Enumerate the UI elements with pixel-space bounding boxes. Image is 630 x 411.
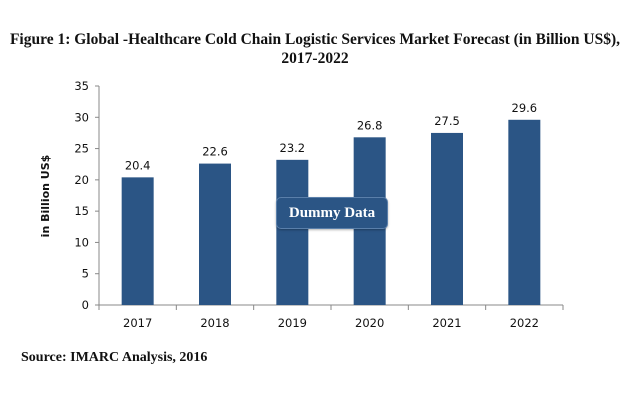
chart-title-line2: 2017-2022 bbox=[281, 50, 349, 67]
bar-2019 bbox=[276, 159, 309, 305]
data-label-2019: 23.2 bbox=[280, 141, 306, 155]
x-tick-label: 2022 bbox=[510, 316, 539, 330]
data-labels: 20.4 22.6 23.2 26.8 27.5 29.6 bbox=[125, 101, 537, 173]
y-tick-label: 20 bbox=[74, 173, 89, 187]
source-note: Source: IMARC Analysis, 2016 bbox=[21, 350, 208, 365]
y-tick-label: 0 bbox=[82, 298, 89, 312]
y-axis-title: in Billion US$ bbox=[39, 155, 52, 238]
x-tick-label: 2017 bbox=[123, 316, 152, 330]
y-tick-label: 10 bbox=[74, 235, 89, 249]
data-label-2021: 27.5 bbox=[434, 114, 460, 128]
data-label-2017: 20.4 bbox=[125, 158, 151, 172]
x-tick-label: 2019 bbox=[278, 316, 307, 330]
data-label-2022: 29.6 bbox=[512, 101, 538, 115]
bar-2018 bbox=[199, 163, 231, 305]
chart-title: Figure 1: Global -Healthcare Cold Chain … bbox=[0, 30, 630, 68]
bar-2022 bbox=[508, 119, 541, 305]
chart-title-line1: Figure 1: Global -Healthcare Cold Chain … bbox=[9, 31, 621, 48]
data-label-2020: 26.8 bbox=[357, 118, 383, 132]
dummy-data-watermark: Dummy Data bbox=[276, 197, 388, 229]
bar-2017 bbox=[121, 177, 154, 305]
y-tick-label: 5 bbox=[82, 267, 89, 281]
x-tick-label: 2018 bbox=[200, 316, 229, 330]
data-label-2018: 22.6 bbox=[202, 145, 228, 159]
bar-2021 bbox=[431, 132, 463, 305]
x-tick-label: 2021 bbox=[432, 316, 461, 330]
axes: 0 5 10 15 20 25 30 35 2017 2018 2019 2020 2021 2022 bbox=[74, 79, 564, 330]
y-tick-label: 25 bbox=[74, 142, 89, 156]
y-tick-label: 35 bbox=[74, 79, 89, 93]
x-tick-label: 2020 bbox=[355, 316, 384, 330]
y-tick-label: 30 bbox=[74, 110, 89, 124]
y-tick-label: 15 bbox=[74, 204, 89, 218]
